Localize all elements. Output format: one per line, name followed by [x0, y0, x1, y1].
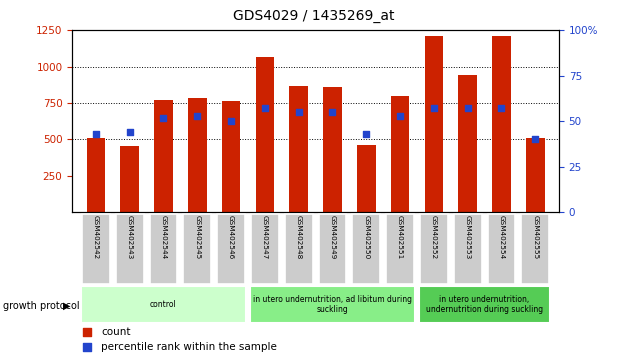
FancyBboxPatch shape: [116, 214, 144, 284]
Bar: [425, 36, 443, 212]
Bar: [154, 100, 173, 212]
Point: [463, 105, 473, 111]
Bar: [121, 146, 139, 212]
FancyBboxPatch shape: [250, 286, 415, 323]
Point: [327, 109, 337, 115]
Bar: [290, 86, 308, 212]
FancyBboxPatch shape: [419, 286, 551, 323]
FancyBboxPatch shape: [318, 214, 346, 284]
Point: [91, 131, 101, 137]
Text: GSM402545: GSM402545: [194, 215, 200, 259]
Point: [530, 137, 540, 142]
Bar: [526, 138, 544, 212]
Point: [260, 105, 270, 111]
Point: [361, 131, 371, 137]
Text: GSM402542: GSM402542: [93, 215, 99, 259]
FancyBboxPatch shape: [521, 214, 549, 284]
Text: GSM402544: GSM402544: [161, 215, 166, 259]
FancyBboxPatch shape: [80, 286, 246, 323]
FancyBboxPatch shape: [386, 214, 414, 284]
Text: GDS4029 / 1435269_at: GDS4029 / 1435269_at: [233, 9, 395, 23]
Text: GSM402547: GSM402547: [262, 215, 268, 259]
Text: GSM402550: GSM402550: [363, 215, 369, 259]
FancyBboxPatch shape: [285, 214, 313, 284]
FancyBboxPatch shape: [420, 214, 448, 284]
Text: control: control: [150, 300, 177, 309]
FancyBboxPatch shape: [352, 214, 380, 284]
FancyBboxPatch shape: [183, 214, 211, 284]
Text: percentile rank within the sample: percentile rank within the sample: [102, 342, 278, 352]
Text: GSM402555: GSM402555: [533, 215, 538, 259]
FancyBboxPatch shape: [149, 214, 177, 284]
Point: [192, 113, 202, 119]
Point: [497, 105, 507, 111]
Point: [395, 113, 405, 119]
Bar: [357, 145, 376, 212]
Text: growth protocol: growth protocol: [3, 301, 80, 311]
Text: count: count: [102, 327, 131, 337]
Bar: [222, 101, 241, 212]
FancyBboxPatch shape: [487, 214, 516, 284]
Point: [429, 105, 439, 111]
FancyBboxPatch shape: [251, 214, 279, 284]
Text: GSM402552: GSM402552: [431, 215, 437, 259]
Text: ▶: ▶: [63, 301, 70, 311]
Bar: [492, 36, 511, 212]
Text: GSM402554: GSM402554: [499, 215, 504, 259]
Point: [226, 118, 236, 124]
FancyBboxPatch shape: [217, 214, 245, 284]
Point: [124, 129, 134, 135]
Text: GSM402553: GSM402553: [465, 215, 470, 259]
Bar: [256, 57, 274, 212]
Text: GSM402546: GSM402546: [228, 215, 234, 259]
Text: GSM402549: GSM402549: [330, 215, 335, 259]
Text: in utero undernutrition, ad libitum during
suckling: in utero undernutrition, ad libitum duri…: [253, 295, 412, 314]
Text: in utero undernutrition,
undernutrition during suckling: in utero undernutrition, undernutrition …: [426, 295, 543, 314]
Bar: [391, 96, 409, 212]
Bar: [458, 75, 477, 212]
Bar: [188, 98, 207, 212]
Point: [158, 115, 168, 120]
Text: GSM402543: GSM402543: [127, 215, 133, 259]
FancyBboxPatch shape: [454, 214, 482, 284]
Bar: [87, 138, 105, 212]
FancyBboxPatch shape: [82, 214, 110, 284]
Point: [82, 344, 92, 350]
Bar: [323, 87, 342, 212]
Text: GSM402548: GSM402548: [296, 215, 301, 259]
Point: [294, 109, 304, 115]
Point: [82, 330, 92, 335]
Text: GSM402551: GSM402551: [397, 215, 403, 259]
